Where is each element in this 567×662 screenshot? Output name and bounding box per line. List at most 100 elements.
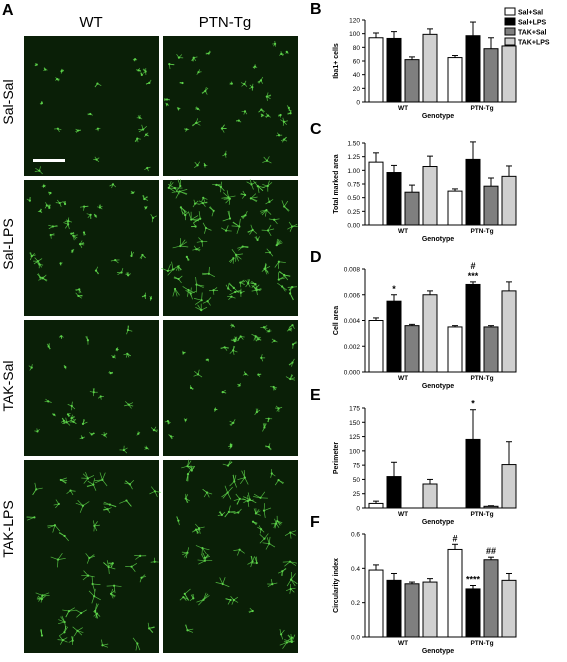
microglia-cell bbox=[277, 272, 286, 281]
bar-tak-lps-ptn-tg bbox=[501, 464, 517, 509]
cell-process bbox=[68, 220, 72, 223]
microglia-cell bbox=[275, 132, 283, 137]
microglia-cell bbox=[221, 190, 236, 199]
cell-process bbox=[262, 160, 268, 163]
microglia-cell bbox=[64, 217, 72, 225]
cell-process bbox=[183, 418, 186, 421]
microglia-cell bbox=[85, 335, 90, 345]
cell-process bbox=[255, 338, 259, 342]
microglia-cell bbox=[202, 266, 216, 278]
microglia-cell bbox=[236, 119, 242, 123]
cell-process bbox=[60, 616, 65, 623]
cell-process bbox=[264, 268, 268, 275]
cell-process bbox=[268, 218, 275, 221]
cell-process bbox=[180, 239, 186, 247]
cell-process bbox=[64, 367, 67, 370]
cell-process bbox=[191, 215, 199, 220]
microglia-cell bbox=[263, 262, 271, 275]
cell-process bbox=[260, 76, 264, 81]
microglia-cell bbox=[280, 136, 288, 143]
cell-process bbox=[194, 370, 199, 375]
cell-process bbox=[258, 373, 262, 375]
y-tick-label: 50 bbox=[353, 477, 361, 484]
cell-process bbox=[250, 196, 258, 199]
microglia-cell bbox=[91, 576, 101, 592]
cell-process bbox=[229, 82, 232, 84]
microglia-cell bbox=[103, 506, 112, 514]
bar-sal-lps-ptn-tg bbox=[465, 438, 481, 509]
microglia-cell bbox=[75, 292, 83, 299]
x-axis-label: Genotype bbox=[422, 519, 454, 526]
microglia-cell bbox=[175, 265, 182, 272]
microglia-cell bbox=[103, 560, 116, 574]
cell-process bbox=[182, 350, 184, 353]
cell-process bbox=[231, 296, 236, 299]
cell-process bbox=[227, 288, 232, 292]
cell-process bbox=[59, 202, 62, 207]
cell-process bbox=[128, 402, 134, 405]
y-axis-label: Cell area bbox=[333, 306, 340, 335]
microglia-cell bbox=[266, 328, 272, 333]
cell-process bbox=[241, 214, 246, 219]
cell-process bbox=[280, 119, 285, 123]
cell-process bbox=[240, 282, 245, 285]
cell-process bbox=[275, 134, 280, 137]
cell-process bbox=[244, 83, 248, 87]
cell-process bbox=[131, 190, 134, 194]
cell-process bbox=[260, 115, 263, 117]
cell-process bbox=[39, 264, 44, 266]
cell-process bbox=[143, 68, 146, 72]
cell-process bbox=[125, 273, 129, 276]
microglia-cell bbox=[229, 345, 238, 355]
cell-process bbox=[55, 78, 58, 81]
microglia-cell bbox=[229, 81, 233, 85]
bar-sal-sal-wt bbox=[368, 37, 384, 103]
cell-process bbox=[230, 323, 234, 326]
cell-process bbox=[229, 350, 234, 354]
cell-process bbox=[58, 619, 65, 623]
cell-process bbox=[43, 67, 46, 70]
cell-process bbox=[255, 283, 258, 290]
cell-process bbox=[106, 560, 109, 568]
cell-process bbox=[183, 351, 186, 354]
cell-process bbox=[147, 166, 151, 169]
cell-process bbox=[45, 398, 49, 402]
microglia-cell bbox=[132, 58, 138, 62]
cell-process bbox=[153, 426, 157, 431]
cell-process bbox=[249, 229, 253, 235]
x-axis-label: Genotype bbox=[422, 383, 454, 390]
cell-process bbox=[81, 609, 87, 614]
cell-process bbox=[267, 228, 275, 231]
bar-tak-sal-ptn-tg bbox=[483, 326, 499, 373]
cell-process bbox=[47, 524, 56, 529]
microglia-cell bbox=[202, 297, 212, 306]
cell-process bbox=[144, 167, 148, 170]
cell-process bbox=[251, 83, 254, 88]
microglia-cell bbox=[240, 80, 248, 87]
microglia-cell bbox=[229, 419, 236, 427]
cell-process bbox=[266, 92, 269, 97]
bar-tak-sal-wt bbox=[404, 325, 420, 373]
cell-process bbox=[254, 411, 258, 416]
bar-tak-sal-ptn-tg bbox=[483, 559, 499, 638]
cell-process bbox=[94, 156, 97, 160]
cell-process bbox=[292, 341, 297, 345]
cell-process bbox=[171, 261, 174, 270]
microglia-cell bbox=[173, 275, 183, 284]
cell-process bbox=[136, 138, 139, 143]
cell-process bbox=[230, 325, 234, 328]
cell-process bbox=[60, 262, 63, 264]
microglia-cell bbox=[237, 335, 245, 341]
cell-process bbox=[268, 443, 271, 447]
cell-process bbox=[85, 336, 89, 341]
cell-process bbox=[180, 207, 184, 215]
cell-process bbox=[245, 283, 249, 288]
cell-process bbox=[142, 71, 146, 74]
microglia-cell bbox=[89, 432, 95, 436]
cell-process bbox=[291, 362, 293, 367]
cell-process bbox=[96, 159, 100, 163]
cell-process bbox=[103, 562, 109, 568]
cell-process bbox=[283, 206, 289, 212]
cell-process bbox=[83, 232, 86, 236]
